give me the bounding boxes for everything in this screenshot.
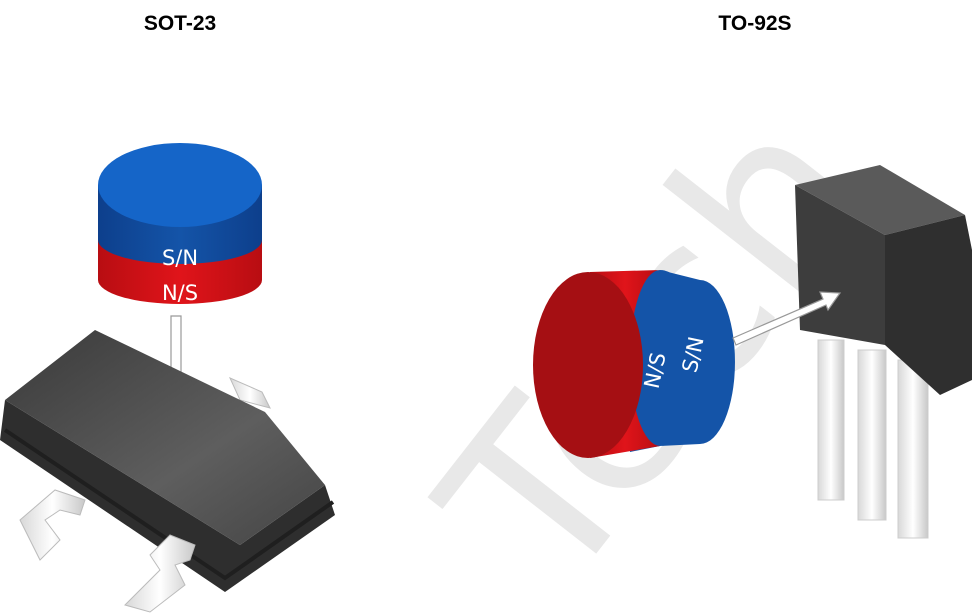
magnet-right [533, 270, 735, 458]
sot23-package [0, 330, 335, 612]
to92s-package [795, 165, 972, 538]
magnet-left [98, 143, 262, 304]
title-right: TO-92S [718, 12, 791, 35]
pole-label: S/N [162, 246, 198, 270]
diagram: Tech SOT-23 TO-92S S/N N/S N/S S/N [0, 0, 972, 615]
pole-label: N/S [162, 281, 198, 305]
title-left: SOT-23 [144, 12, 216, 35]
